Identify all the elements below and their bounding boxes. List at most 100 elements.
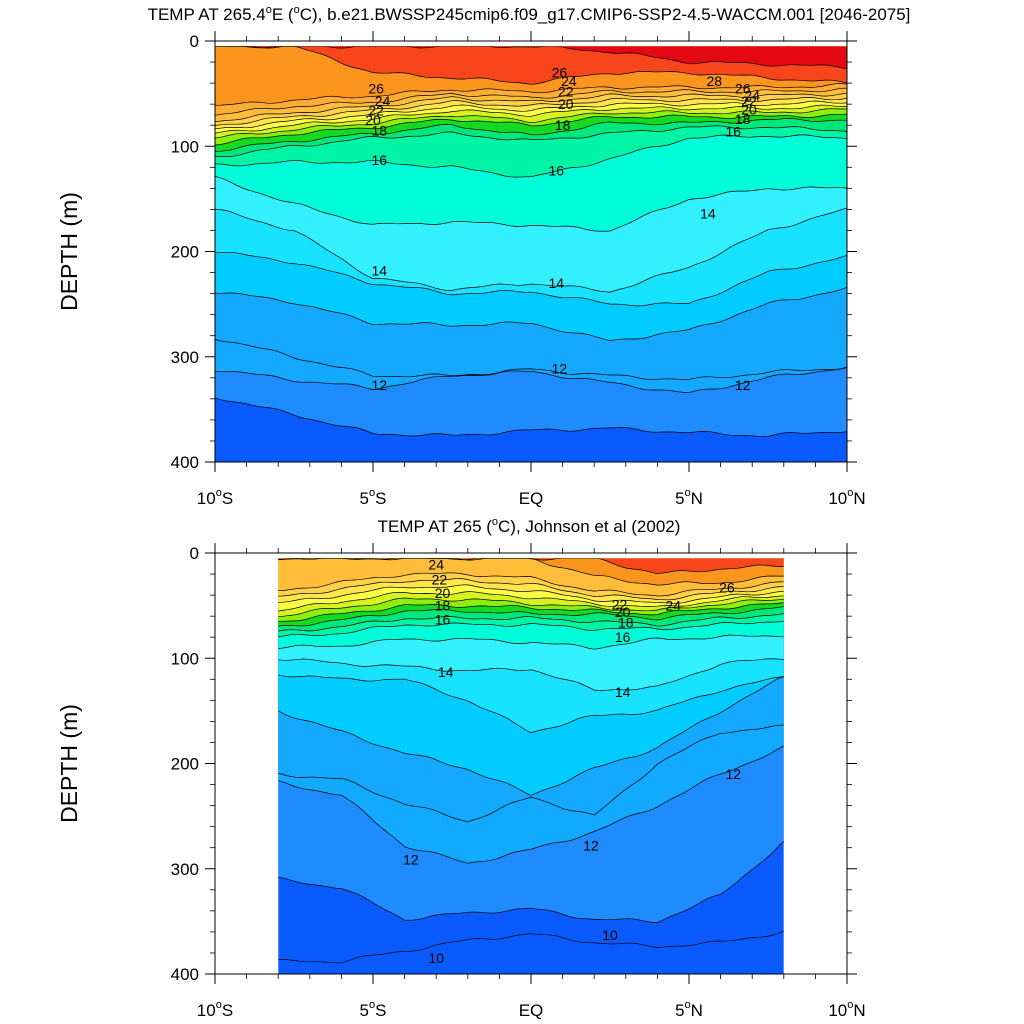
y-tick-label: 300 [171, 860, 199, 879]
y-tick-label: 200 [171, 755, 199, 774]
x-tick-label: EQ [519, 489, 544, 508]
isotherm-23 [278, 578, 784, 601]
isotherm-11 [278, 745, 784, 864]
isotherm-11.5 [215, 339, 847, 380]
contour-label: 20 [435, 585, 451, 601]
fill-band-26 [278, 558, 784, 574]
isotherm-15 [278, 634, 784, 650]
contour-label: 18 [435, 598, 451, 614]
contour-label: 14 [700, 206, 716, 222]
contour-label: 14 [438, 664, 454, 680]
contour-label: 16 [435, 611, 451, 627]
isotherm-18 [215, 118, 847, 152]
y-tick-label: 0 [190, 544, 199, 563]
x-tick-label: 10oN [828, 487, 865, 508]
chart-title: TEMP AT 265 (oC), Johnson et al (2002) [378, 516, 681, 536]
x-axis: 10oS 5oS EQ 5oN 10oN [197, 543, 866, 1020]
contour-label: 14 [372, 262, 388, 278]
y-tick-label: 100 [171, 137, 199, 156]
contour-label: 22 [558, 84, 574, 100]
contour-label: 12 [372, 377, 388, 393]
contour-fills [278, 558, 784, 974]
contour-label: 18 [735, 111, 751, 127]
isotherm-26 [215, 83, 847, 107]
contour-lines [278, 558, 784, 964]
isotherm-12.5 [278, 675, 784, 796]
x-tick-label: EQ [519, 1001, 544, 1020]
contour-label: 12 [552, 360, 568, 376]
x-tick-label: 10oN [828, 999, 865, 1020]
isotherm-25 [278, 558, 784, 586]
y-tick-label: 300 [171, 348, 199, 367]
contour-label: 16 [372, 152, 388, 168]
x-tick-label: 5oN [675, 999, 703, 1020]
isotherm-12 [215, 366, 847, 394]
contour-label: 16 [548, 162, 564, 178]
fill-band-28 [215, 46, 847, 69]
contour-label: 12 [403, 851, 419, 867]
x-tick-label: 5oS [360, 999, 387, 1020]
isotherm-25 [215, 87, 847, 116]
contour-label: 20 [741, 101, 757, 117]
contour-label: 24 [665, 598, 681, 614]
contour-label: 26 [552, 65, 568, 81]
contour-label: 16 [615, 629, 631, 645]
contour-label: 24 [428, 557, 444, 573]
isotherm-21 [215, 104, 847, 134]
contour-label: 24 [375, 93, 391, 109]
y-axis: 0 100 200 300 400 [171, 32, 857, 472]
isotherm-12.5 [215, 286, 847, 341]
y-axis: 0 100 200 300 400 [171, 544, 857, 984]
contour-label: 22 [432, 571, 448, 587]
contour-label: 20 [615, 604, 631, 620]
isotherm-22 [278, 584, 784, 604]
x-tick-label: 10oS [197, 999, 233, 1020]
contour-label: 26 [735, 80, 751, 96]
y-axis-label: DEPTH (m) [56, 704, 82, 823]
contour-label: 10 [602, 927, 618, 943]
y-tick-label: 100 [171, 649, 199, 668]
isotherm-24 [215, 92, 847, 123]
x-tick-label: 10oS [197, 487, 233, 508]
contour-label: 20 [365, 112, 381, 128]
isotherm-26 [278, 558, 784, 575]
isotherm-17 [215, 125, 847, 158]
x-axis: 10oS 5oS EQ 5oN 10oN [197, 31, 866, 508]
contour-label: 22 [368, 102, 384, 118]
isotherm-23 [215, 97, 847, 126]
isotherm-21 [278, 591, 784, 612]
isotherm-18 [278, 606, 784, 627]
contour-label: 14 [615, 684, 631, 700]
x-tick-label: 5oS [360, 487, 387, 508]
isotherm-14 [278, 658, 784, 691]
contour-label: 22 [741, 93, 757, 109]
isotherm-28 [215, 46, 847, 70]
contour-label: 28 [706, 73, 722, 89]
y-tick-label: 400 [171, 965, 199, 984]
isotherm-16 [215, 134, 847, 178]
isotherm-20 [215, 108, 847, 139]
isotherm-15 [215, 176, 847, 232]
contour-lines [215, 46, 847, 437]
contour-label: 14 [548, 275, 564, 291]
isotherm-14 [215, 207, 847, 293]
isotherm-12 [278, 724, 784, 823]
contour-label: 18 [555, 117, 571, 133]
isotherm-17 [278, 613, 784, 632]
y-tick-label: 200 [171, 243, 199, 262]
contour-label: 24 [744, 88, 760, 104]
contour-label: 10 [428, 950, 444, 966]
y-axis-label: DEPTH (m) [56, 192, 82, 311]
contour-label: 20 [558, 96, 574, 112]
panel-bottom: 2422201816141210222018162426141212100100… [56, 516, 866, 1020]
contour-label: 12 [725, 766, 741, 782]
contour-label: 16 [725, 124, 741, 140]
y-tick-label: 0 [190, 32, 199, 51]
contour-fills [215, 46, 847, 462]
contour-label: 18 [372, 122, 388, 138]
contour-label: 12 [735, 377, 751, 393]
